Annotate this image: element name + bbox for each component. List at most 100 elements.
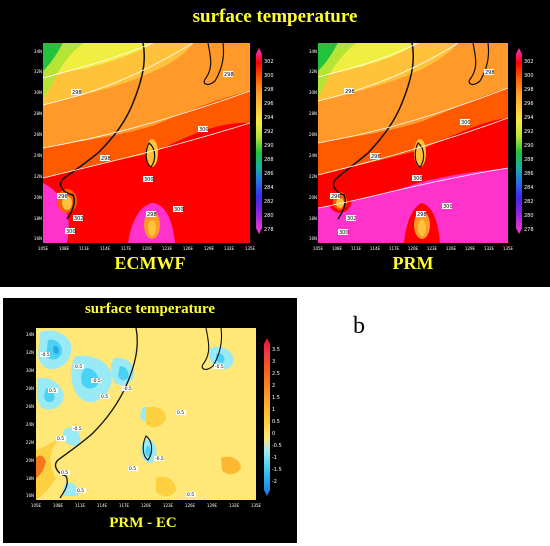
- contour-label: 298: [417, 212, 427, 218]
- ecmwf-label: ECMWF: [114, 253, 186, 273]
- lat-label: 32N: [25, 350, 34, 355]
- contour-label: 0.5: [177, 410, 184, 416]
- colorbar-tick: 286: [264, 171, 274, 177]
- lat-label: 28N: [33, 111, 42, 116]
- colorbar-tick: 3: [272, 359, 276, 365]
- lon-label: 126E: [445, 246, 457, 251]
- colorbar-tick: 294: [264, 115, 274, 121]
- colorbar-tick: 290: [264, 143, 274, 149]
- lon-label: 135E: [244, 246, 256, 251]
- contour-label: 0.5: [57, 436, 64, 442]
- lat-label: 30N: [25, 368, 34, 373]
- lon-label: 120E: [141, 246, 153, 251]
- lat-label: 26N: [308, 132, 317, 137]
- lat-label: 16N: [33, 236, 42, 241]
- lat-label: 20N: [308, 195, 317, 200]
- prm-colorbar: [516, 48, 522, 234]
- colorbar-tick: 298: [264, 87, 274, 93]
- lon-label: 132E: [483, 246, 495, 251]
- contour-label: 298: [485, 70, 495, 76]
- colorbar-tick: 0: [272, 431, 276, 437]
- contour-label: 298: [371, 154, 381, 160]
- lon-label: 111E: [78, 246, 90, 251]
- lat-label: 22N: [308, 174, 317, 179]
- lon-label: 129E: [206, 503, 218, 508]
- lat-label: 32N: [308, 69, 317, 74]
- contour-label: 298: [101, 156, 111, 162]
- lat-label: 34N: [308, 49, 317, 54]
- lat-label: 28N: [308, 111, 317, 116]
- lat-label: 30N: [33, 90, 42, 95]
- contour-label: 298: [345, 89, 355, 95]
- lat-label: 16N: [25, 493, 34, 498]
- difference-temperature-map: -0.5 0.5 -0.5 0.5 -0.5 0.5 -0.5 0.5 0.5 …: [36, 328, 256, 500]
- colorbar-tick: -1.5: [272, 467, 282, 473]
- colorbar-tick: -2: [272, 479, 277, 485]
- lon-label: 117E: [388, 246, 400, 251]
- colorbar-tick: 284: [264, 185, 274, 191]
- lon-label: 120E: [407, 246, 419, 251]
- lon-label: 105E: [312, 246, 324, 251]
- colorbar-tick: 300: [264, 73, 274, 79]
- lon-label: 111E: [74, 503, 86, 508]
- lon-label: 132E: [228, 503, 240, 508]
- colorbar-tick: 278: [264, 227, 274, 233]
- colorbar-tick: 288: [264, 157, 274, 163]
- lat-label: 26N: [25, 404, 34, 409]
- difference-colorbar: [264, 338, 270, 496]
- lon-label: 108E: [331, 246, 343, 251]
- prm-label: PRM: [392, 253, 434, 273]
- lon-label: 135E: [250, 503, 262, 508]
- ecmwf-map-graphic: 298 300 298 298 300 296 298 300 302 300: [43, 43, 250, 243]
- colorbar-tick: 296: [264, 101, 274, 107]
- contour-label: 302: [347, 216, 357, 222]
- lat-label: 24N: [308, 153, 317, 158]
- lon-label: 132E: [223, 246, 235, 251]
- prm-map-graphic: 298 300 298 298 300 296 298 300 302 300: [318, 43, 508, 243]
- lat-label: 20N: [33, 195, 42, 200]
- top-figure-panel: surface temperature 298: [0, 0, 550, 287]
- ecmwf-temperature-map: 298 300 298 298 300 296 298 300 302 300: [43, 43, 250, 243]
- lat-label: 34N: [33, 49, 42, 54]
- bottom-figure-title: surface temperature: [84, 301, 216, 317]
- colorbar-tick: 2.5: [272, 371, 280, 377]
- lon-label: 114E: [99, 246, 111, 251]
- difference-colorbar-graphic: [264, 338, 270, 496]
- lat-label: 20N: [25, 458, 34, 463]
- lon-label: 111E: [350, 246, 362, 251]
- difference-label: PRM - EC: [109, 515, 177, 531]
- lat-label: 18N: [308, 216, 317, 221]
- colorbar-tick: 298: [524, 87, 534, 93]
- prm-colorbar-graphic: [516, 48, 522, 234]
- contour-label: 298: [147, 212, 157, 218]
- colorbar-tick: 300: [524, 73, 534, 79]
- contour-label: 300: [413, 176, 423, 182]
- lon-label: 123E: [426, 246, 438, 251]
- colorbar-tick: 282: [264, 199, 274, 205]
- contour-label: -0.5: [123, 386, 132, 392]
- lon-label: 126E: [184, 503, 196, 508]
- lon-label: 120E: [140, 503, 152, 508]
- colorbar-tick: 286: [524, 171, 534, 177]
- lon-label: 123E: [162, 503, 174, 508]
- lon-label: 129E: [203, 246, 215, 251]
- colorbar-tick: 292: [264, 129, 274, 135]
- colorbar-tick: 296: [524, 101, 534, 107]
- lon-label: 117E: [120, 246, 132, 251]
- lat-label: 22N: [33, 174, 42, 179]
- lon-label: 105E: [37, 246, 49, 251]
- contour-label: 296: [331, 194, 341, 200]
- colorbar-tick: 0.5: [272, 419, 280, 425]
- contour-label: 300: [461, 120, 471, 126]
- colorbar-tick: 284: [524, 185, 534, 191]
- colorbar-tick: 280: [524, 213, 534, 219]
- lat-label: 24N: [25, 422, 34, 427]
- contour-label: 300: [144, 177, 154, 183]
- contour-label: 300: [443, 204, 453, 210]
- lon-label: 123E: [161, 246, 173, 251]
- lon-label: 135E: [502, 246, 514, 251]
- colorbar-tick: -1: [272, 455, 277, 461]
- ecmwf-colorbar: [256, 48, 262, 234]
- contour-label: 0.5: [101, 394, 108, 400]
- contour-label: 0.5: [77, 488, 84, 494]
